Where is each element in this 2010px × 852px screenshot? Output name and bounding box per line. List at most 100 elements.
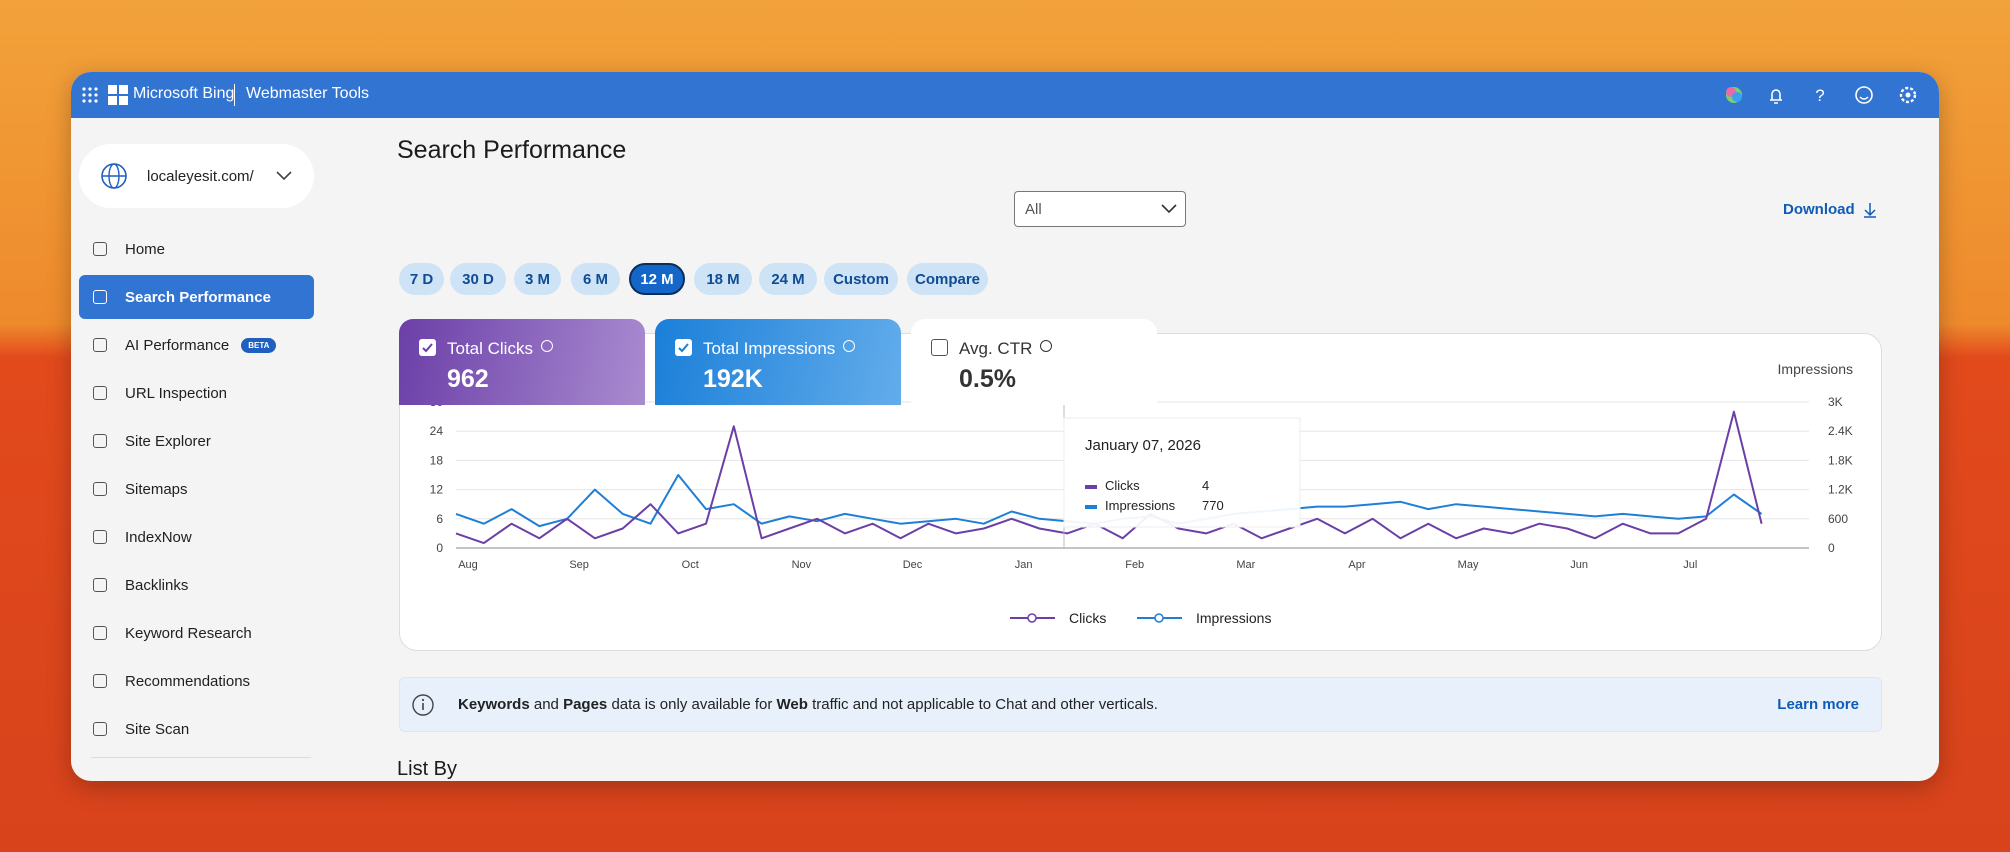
nav-item[interactable]: Recommendations	[79, 659, 314, 703]
y2-tick-label: 3K	[1828, 395, 1843, 409]
nav-label: Sitemaps	[125, 480, 188, 498]
y2-tick-label: 2.4K	[1828, 424, 1853, 438]
x-tick-label: Nov	[792, 559, 812, 571]
tooltip	[1063, 417, 1301, 528]
card-value: 192K	[703, 365, 763, 393]
tooltip-swatch	[1085, 485, 1097, 489]
nav-item[interactable]: Search Performance	[79, 275, 314, 319]
y2-tick-label: 1.2K	[1828, 483, 1853, 497]
x-tick-label: Apr	[1348, 559, 1365, 571]
x-tick-label: Mar	[1236, 559, 1255, 571]
legend-marker	[1154, 613, 1164, 623]
x-tick-label: Feb	[1125, 559, 1144, 571]
nav-label: Keyword Research	[125, 624, 252, 642]
download-icon	[1863, 202, 1876, 218]
filter-select[interactable]: All	[1014, 191, 1186, 227]
site-selector[interactable]: localeyesit.com/	[79, 144, 314, 208]
chevron	[276, 171, 292, 181]
nav-item[interactable]: Site Scan	[79, 707, 314, 751]
nav-item[interactable]: Site Explorer	[79, 419, 314, 463]
check	[678, 343, 689, 353]
card-value: 0.5%	[959, 365, 1016, 393]
nav-label: URL Inspection	[125, 384, 227, 402]
x-tick-label: Jun	[1570, 559, 1588, 571]
banner-part: traffic and not applicable to Chat and o…	[807, 696, 1158, 713]
legend-marker	[1027, 613, 1037, 623]
tooltip-name: Clicks	[1105, 478, 1140, 493]
nav-icon	[93, 722, 107, 736]
period-button[interactable]: 6 M	[571, 263, 620, 295]
period-button[interactable]: 7 D	[399, 263, 444, 295]
tooltip-name: Impressions	[1105, 498, 1176, 513]
card-label: Avg. CTR	[959, 339, 1053, 359]
info-icon	[540, 340, 553, 352]
nav-item[interactable]: IndexNow	[79, 515, 314, 559]
nav-icon	[93, 578, 107, 592]
y-tick-label: 6	[436, 512, 443, 526]
x-tick-label: Jan	[1015, 559, 1033, 571]
nav-label: Site Explorer	[125, 432, 211, 450]
period-button[interactable]: 30 D	[450, 263, 506, 295]
brand: Microsoft Bing	[133, 85, 235, 102]
download-label: Download	[1783, 201, 1855, 218]
card-label: Total Impressions	[703, 339, 856, 359]
nav-label: IndexNow	[125, 528, 192, 546]
header-actions[interactable]: ?	[1721, 83, 1931, 107]
top-bar: Microsoft Bing Webmaster Tools ?	[71, 72, 1939, 118]
checkbox[interactable]	[419, 339, 436, 356]
checkbox[interactable]	[931, 339, 948, 356]
nav-item[interactable]: Sitemaps	[79, 467, 314, 511]
legend-label: Clicks	[1069, 610, 1106, 626]
nav-label: AI Performance	[125, 336, 230, 354]
nav-icon	[93, 434, 107, 448]
period-button[interactable]: 18 M	[694, 263, 752, 295]
nav-label: Recommendations	[125, 672, 251, 690]
x-tick-label: Jul	[1683, 559, 1697, 571]
period-button[interactable]: 24 M	[759, 263, 817, 295]
banner-part: Pages	[563, 696, 608, 713]
x-tick-label: Oct	[682, 559, 699, 571]
nav-item[interactable]: Backlinks	[79, 563, 314, 607]
metric-card[interactable]: Total Impressions 192K	[655, 319, 901, 405]
info-banner: Keywords and Pages data is only availabl…	[399, 677, 1882, 732]
nav-item[interactable]: URL Inspection	[79, 371, 314, 415]
metric-card[interactable]: Total Clicks 962	[399, 319, 645, 405]
browser-window: Microsoft Bing Webmaster Tools ? localey…	[71, 72, 1939, 781]
apps-icon[interactable]	[76, 81, 104, 109]
y2-axis-title: Impressions	[1778, 361, 1853, 377]
metric-card[interactable]: Avg. CTR 0.5%	[911, 319, 1157, 405]
filter-value: All	[1025, 200, 1042, 218]
y-tick-label: 18	[430, 453, 444, 467]
y2-tick-label: 600	[1828, 512, 1848, 526]
nav-label: Search Performance	[125, 288, 271, 306]
nav-label: Home	[125, 240, 166, 258]
chevron	[1161, 204, 1177, 214]
info-icon	[412, 693, 434, 716]
nav-icon	[93, 482, 107, 496]
checkbox[interactable]	[675, 339, 692, 356]
nav-item[interactable]: Home	[79, 227, 314, 271]
tooltip-date: January 07, 2026	[1085, 437, 1201, 454]
period-button[interactable]: 12 M	[629, 263, 685, 295]
period-button[interactable]: Compare	[907, 263, 988, 295]
site-name: localeyesit.com/	[147, 167, 254, 185]
banner-part: Keywords	[458, 696, 530, 713]
period-button[interactable]: 3 M	[514, 263, 561, 295]
download-button[interactable]: Download	[1783, 201, 1877, 218]
learn-more-link[interactable]: Learn more	[1777, 696, 1859, 713]
nav-item[interactable]: Keyword Research	[79, 611, 314, 655]
banner-part: data is only available for	[607, 696, 777, 713]
period-button[interactable]: Custom	[824, 263, 898, 295]
nav-icon	[93, 242, 107, 256]
legend-label: Impressions	[1196, 610, 1271, 626]
list-by-heading: List By	[397, 758, 458, 780]
nav-item[interactable]: AI Performance BETA	[79, 323, 314, 367]
banner-part: and	[529, 696, 564, 713]
nav-icon	[93, 674, 107, 688]
card-label: Total Clicks	[447, 339, 553, 359]
y2-tick-label: 0	[1828, 541, 1835, 555]
check	[422, 343, 433, 353]
x-tick-label: Sep	[569, 559, 589, 571]
nav-icon	[93, 338, 107, 352]
